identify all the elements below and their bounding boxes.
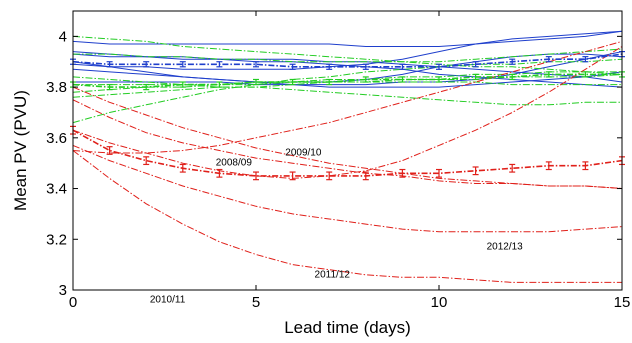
green-error-bar	[509, 73, 516, 81]
blue-error-bar	[362, 63, 369, 70]
x-axis-label: Lead time (days)	[284, 318, 411, 337]
red-error-bar	[362, 171, 369, 181]
blue-series-line-1	[73, 30, 622, 47]
plot-frame	[72, 10, 623, 291]
blue-error-bar	[106, 61, 113, 68]
red-error-bar	[545, 161, 552, 171]
blue-error-bar	[326, 63, 333, 70]
x-tick-label: 10	[431, 294, 448, 311]
red-error-bar	[216, 168, 223, 178]
blue-error-bar	[582, 56, 589, 63]
blue-error-bar	[253, 61, 259, 68]
season-annotations: 2008/09 2009/10 2012/13 2011/12 2010/11	[150, 148, 523, 306]
green-mean-line	[72, 73, 622, 88]
red-error-bar	[179, 163, 186, 173]
green-error-bar	[399, 76, 406, 83]
season-label: 2011/12	[315, 269, 351, 280]
x-tick-label: 0	[69, 294, 77, 311]
blue-series-line-3	[73, 53, 622, 83]
plot-lines	[73, 30, 622, 283]
mean-series	[70, 50, 625, 181]
x-tick-label: 5	[252, 294, 260, 311]
y-tick-label: 3	[59, 282, 67, 299]
blue-error-bar	[216, 61, 223, 68]
green-error-bar	[582, 71, 589, 78]
red-error-bar	[326, 171, 333, 181]
green-series-line-10	[73, 58, 622, 124]
blue-series-line-6	[73, 30, 622, 70]
blue-error-bar	[179, 61, 186, 68]
red-error-bar	[253, 171, 259, 181]
blue-error-bar	[509, 58, 516, 65]
y-tick-label: 3.2	[46, 231, 67, 248]
green-error-bar	[253, 78, 259, 86]
red-error-bar	[289, 171, 296, 181]
green-error-bar	[106, 83, 113, 91]
y-tick-label: 4	[59, 28, 67, 45]
red-error-bar	[106, 146, 113, 155]
red-error-bar	[582, 161, 589, 171]
y-tick-label: 3.8	[46, 79, 67, 96]
red-error-bar	[399, 168, 406, 178]
y-axis-label: Mean PV (PVU)	[11, 90, 30, 211]
red-mean-line	[72, 129, 623, 177]
blue-error-bar	[143, 61, 150, 68]
season-label: 2008/09	[216, 158, 253, 169]
axis-ticks: 0 5 10 15 3 3.2 3.4 3.6 3.8 4	[46, 11, 630, 311]
blue-mean-line	[72, 53, 623, 68]
green-series-line-12	[73, 71, 622, 93]
green-error-bar	[179, 81, 186, 88]
blue-error-bar	[289, 63, 296, 70]
red-error-bar	[436, 168, 442, 178]
season-label: 2010/11	[150, 295, 186, 306]
green-series-line-11	[73, 76, 622, 106]
green-error-bar	[216, 81, 223, 88]
blue-series-line-4	[73, 51, 622, 86]
blue-series-line-7	[73, 71, 622, 88]
green-error-bar	[545, 71, 552, 78]
red-series-line-18	[73, 144, 622, 233]
blue-error-bar	[472, 61, 479, 68]
season-label: 2012/13	[487, 241, 524, 252]
blue-series-line-5	[73, 51, 622, 83]
green-error-bar	[326, 78, 333, 86]
blue-error-bar	[399, 63, 406, 70]
green-error-bar	[143, 83, 150, 91]
red-error-bar	[509, 163, 516, 173]
green-error-bar	[436, 76, 442, 83]
red-series-line-20	[73, 86, 622, 189]
red-series-line-16	[73, 46, 622, 179]
x-tick-label: 15	[614, 294, 631, 311]
green-series-line-9	[73, 48, 622, 63]
green-error-bar	[472, 73, 479, 81]
y-tick-label: 3.6	[46, 130, 67, 147]
green-series-line-8	[73, 35, 622, 75]
red-series-line-19	[73, 99, 622, 189]
red-error-bar	[143, 156, 150, 166]
blue-error-bar	[436, 63, 442, 70]
green-error-bar	[362, 76, 369, 83]
red-series-line-17	[73, 150, 622, 283]
green-series-line-14	[73, 81, 622, 86]
green-series-line-13	[73, 73, 622, 98]
green-error-bar	[289, 78, 296, 86]
blue-error-bar	[545, 56, 552, 63]
y-tick-label: 3.4	[46, 181, 67, 198]
red-series-line-15	[73, 40, 622, 154]
red-error-bar	[472, 166, 479, 176]
season-label: 2009/10	[285, 148, 322, 159]
